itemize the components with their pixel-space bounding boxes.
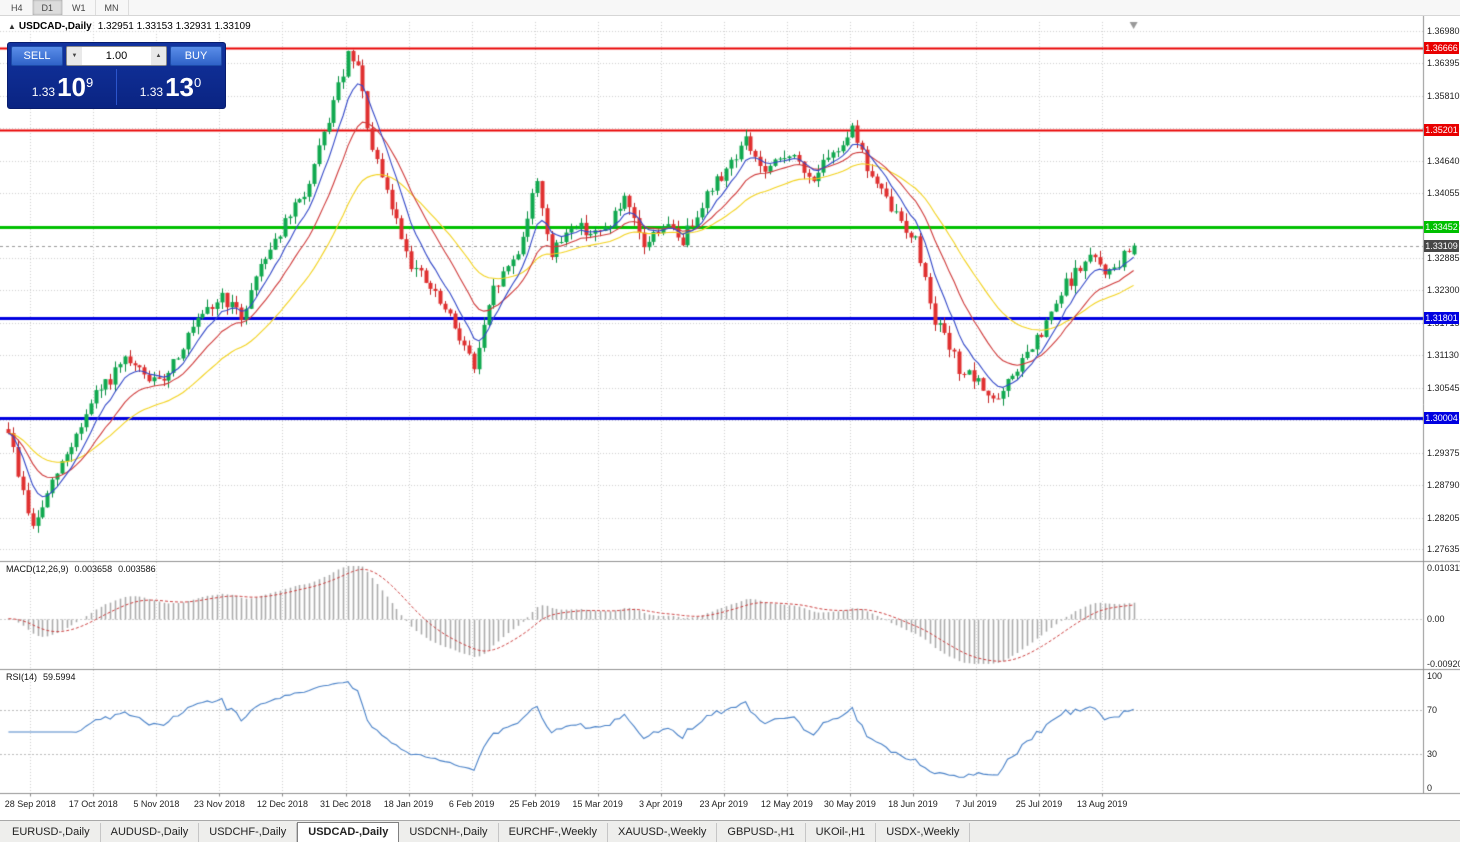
sell-price-big: 10: [57, 72, 87, 102]
symbol-tabbar: EURUSD-,Daily AUDUSD-,Daily USDCHF-,Daily U…: [0, 820, 1460, 842]
sell-button[interactable]: SELL: [11, 46, 63, 66]
price-chart-canvas[interactable]: [0, 16, 1460, 820]
sell-price-prefix: 1.33: [31, 85, 56, 99]
buy-button[interactable]: BUY: [170, 46, 222, 66]
timeframe-button-h4[interactable]: H4: [2, 0, 33, 15]
volume-field: ▼ ▲: [66, 46, 167, 66]
timeframe-button-d1[interactable]: D1: [32, 0, 64, 15]
symbol-tab-eurchf[interactable]: EURCHF-,Weekly: [499, 823, 608, 842]
chart-symbol-label: USDCAD-,Daily: [18, 21, 92, 32]
macd-signal-value: 0.003586: [118, 564, 156, 574]
sell-price[interactable]: 1.33109: [11, 69, 114, 105]
rsi-header: RSI(14) 59.5994: [6, 672, 82, 682]
collapse-panel-icon[interactable]: ▲: [8, 22, 16, 31]
timeframe-button-w1[interactable]: W1: [63, 0, 96, 15]
symbol-tab-usdx[interactable]: USDX-,Weekly: [876, 823, 971, 842]
symbol-tab-gbpusd[interactable]: GBPUSD-,H1: [717, 823, 806, 842]
rsi-name: RSI(14): [6, 672, 38, 682]
symbol-tab-usdcad[interactable]: USDCAD-,Daily: [297, 822, 400, 842]
symbol-tab-usdchf[interactable]: USDCHF-,Daily: [199, 823, 298, 842]
symbol-tab-audusd[interactable]: AUDUSD-,Daily: [101, 823, 200, 842]
symbol-tab-usdcnh[interactable]: USDCNH-,Daily: [399, 823, 499, 842]
symbol-tab-xauusd[interactable]: XAUUSD-,Weekly: [608, 823, 718, 842]
chart-ohlc-header: ▲ USDCAD-,Daily 1.32951 1.33153 1.32931 1.…: [8, 21, 251, 32]
macd-header: MACD(12,26,9) 0.003658 0.003586: [6, 564, 162, 574]
symbol-tab-eurusd[interactable]: EURUSD-,Daily: [2, 823, 101, 842]
symbol-tab-ukoil[interactable]: UKOil-,H1: [806, 823, 877, 842]
rsi-value: 59.5994: [43, 672, 76, 682]
timeframe-button-mn[interactable]: MN: [96, 0, 129, 15]
buy-price[interactable]: 1.33130: [119, 69, 222, 105]
sell-price-sup: 9: [86, 75, 94, 90]
macd-name: MACD(12,26,9): [6, 564, 69, 574]
volume-up-button[interactable]: ▲: [151, 47, 166, 65]
trade-panel-divider: [116, 69, 117, 105]
buy-price-sup: 0: [194, 75, 202, 90]
volume-input[interactable]: [82, 47, 151, 65]
macd-main-value: 0.003658: [74, 564, 113, 574]
buy-price-big: 13: [165, 72, 195, 102]
one-click-trading-panel: SELL ▼ ▲ BUY 1.33109 1.33130: [7, 42, 226, 109]
chart-window: ▲ USDCAD-,Daily 1.32951 1.33153 1.32931 1.…: [0, 16, 1460, 820]
volume-down-button[interactable]: ▼: [67, 47, 82, 65]
buy-price-prefix: 1.33: [139, 85, 164, 99]
chart-ohlc-values: 1.32951 1.33153 1.32931 1.33109: [97, 21, 251, 32]
timeframe-toolbar: H4 D1 W1 MN: [0, 0, 1460, 16]
